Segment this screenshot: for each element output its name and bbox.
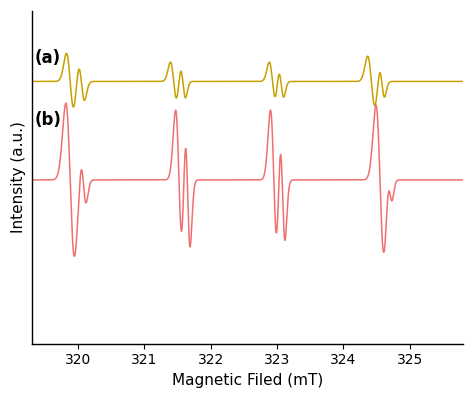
X-axis label: Magnetic Filed (mT): Magnetic Filed (mT): [172, 373, 323, 388]
Text: (a): (a): [35, 49, 61, 67]
Y-axis label: Intensity (a.u.): Intensity (a.u.): [11, 121, 26, 233]
Text: (b): (b): [35, 111, 62, 129]
